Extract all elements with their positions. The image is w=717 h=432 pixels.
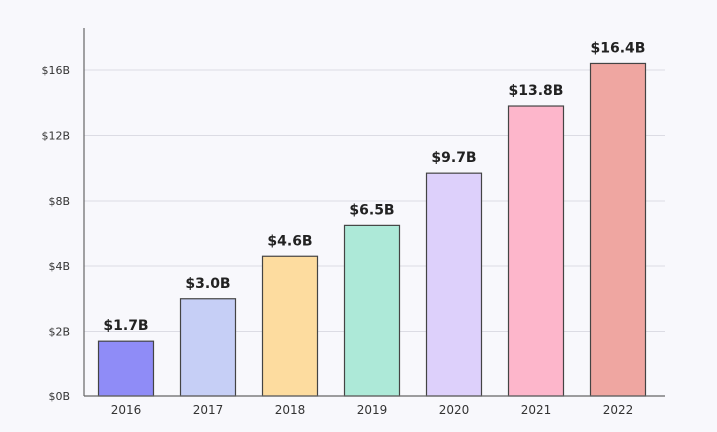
data-label: $3.0B [185,276,230,292]
x-tick-label: 2022 [603,403,634,417]
bar [507,105,565,397]
x-tick-label: 2021 [521,403,552,417]
y-tick-label: $16B [41,64,70,77]
y-tick-label: $12B [41,130,70,143]
y-axis: $0B $2B $4B $8B $12B $16B [41,28,85,403]
bar [97,340,155,397]
data-label: $1.7B [103,318,148,334]
x-tick-label: 2020 [439,403,470,417]
data-label: $4.6B [267,233,312,249]
bars: $1.7B $3.0B $4.6B $6.5B $9.7B $13.8B $16.4B [97,40,647,397]
y-tick-label: $8B [48,195,70,208]
bar [179,298,237,397]
y-tick-label: $4B [48,260,70,273]
x-axis: 2016 2017 2018 2019 2020 2021 2022 [84,395,665,417]
bar [261,255,319,397]
data-label: $6.5B [349,202,394,218]
x-tick-label: 2016 [111,403,142,417]
x-tick-label: 2019 [357,403,388,417]
bar [343,224,401,397]
y-tick-label: $2B [48,326,70,339]
data-label: $13.8B [509,83,564,99]
x-tick-label: 2018 [275,403,306,417]
data-label: $9.7B [431,150,476,166]
bar [425,172,483,397]
data-label: $16.4B [591,40,646,56]
bar [589,62,647,397]
y-tick-label: $0B [48,390,70,403]
x-tick-label: 2017 [193,403,224,417]
gridlines [84,69,665,332]
